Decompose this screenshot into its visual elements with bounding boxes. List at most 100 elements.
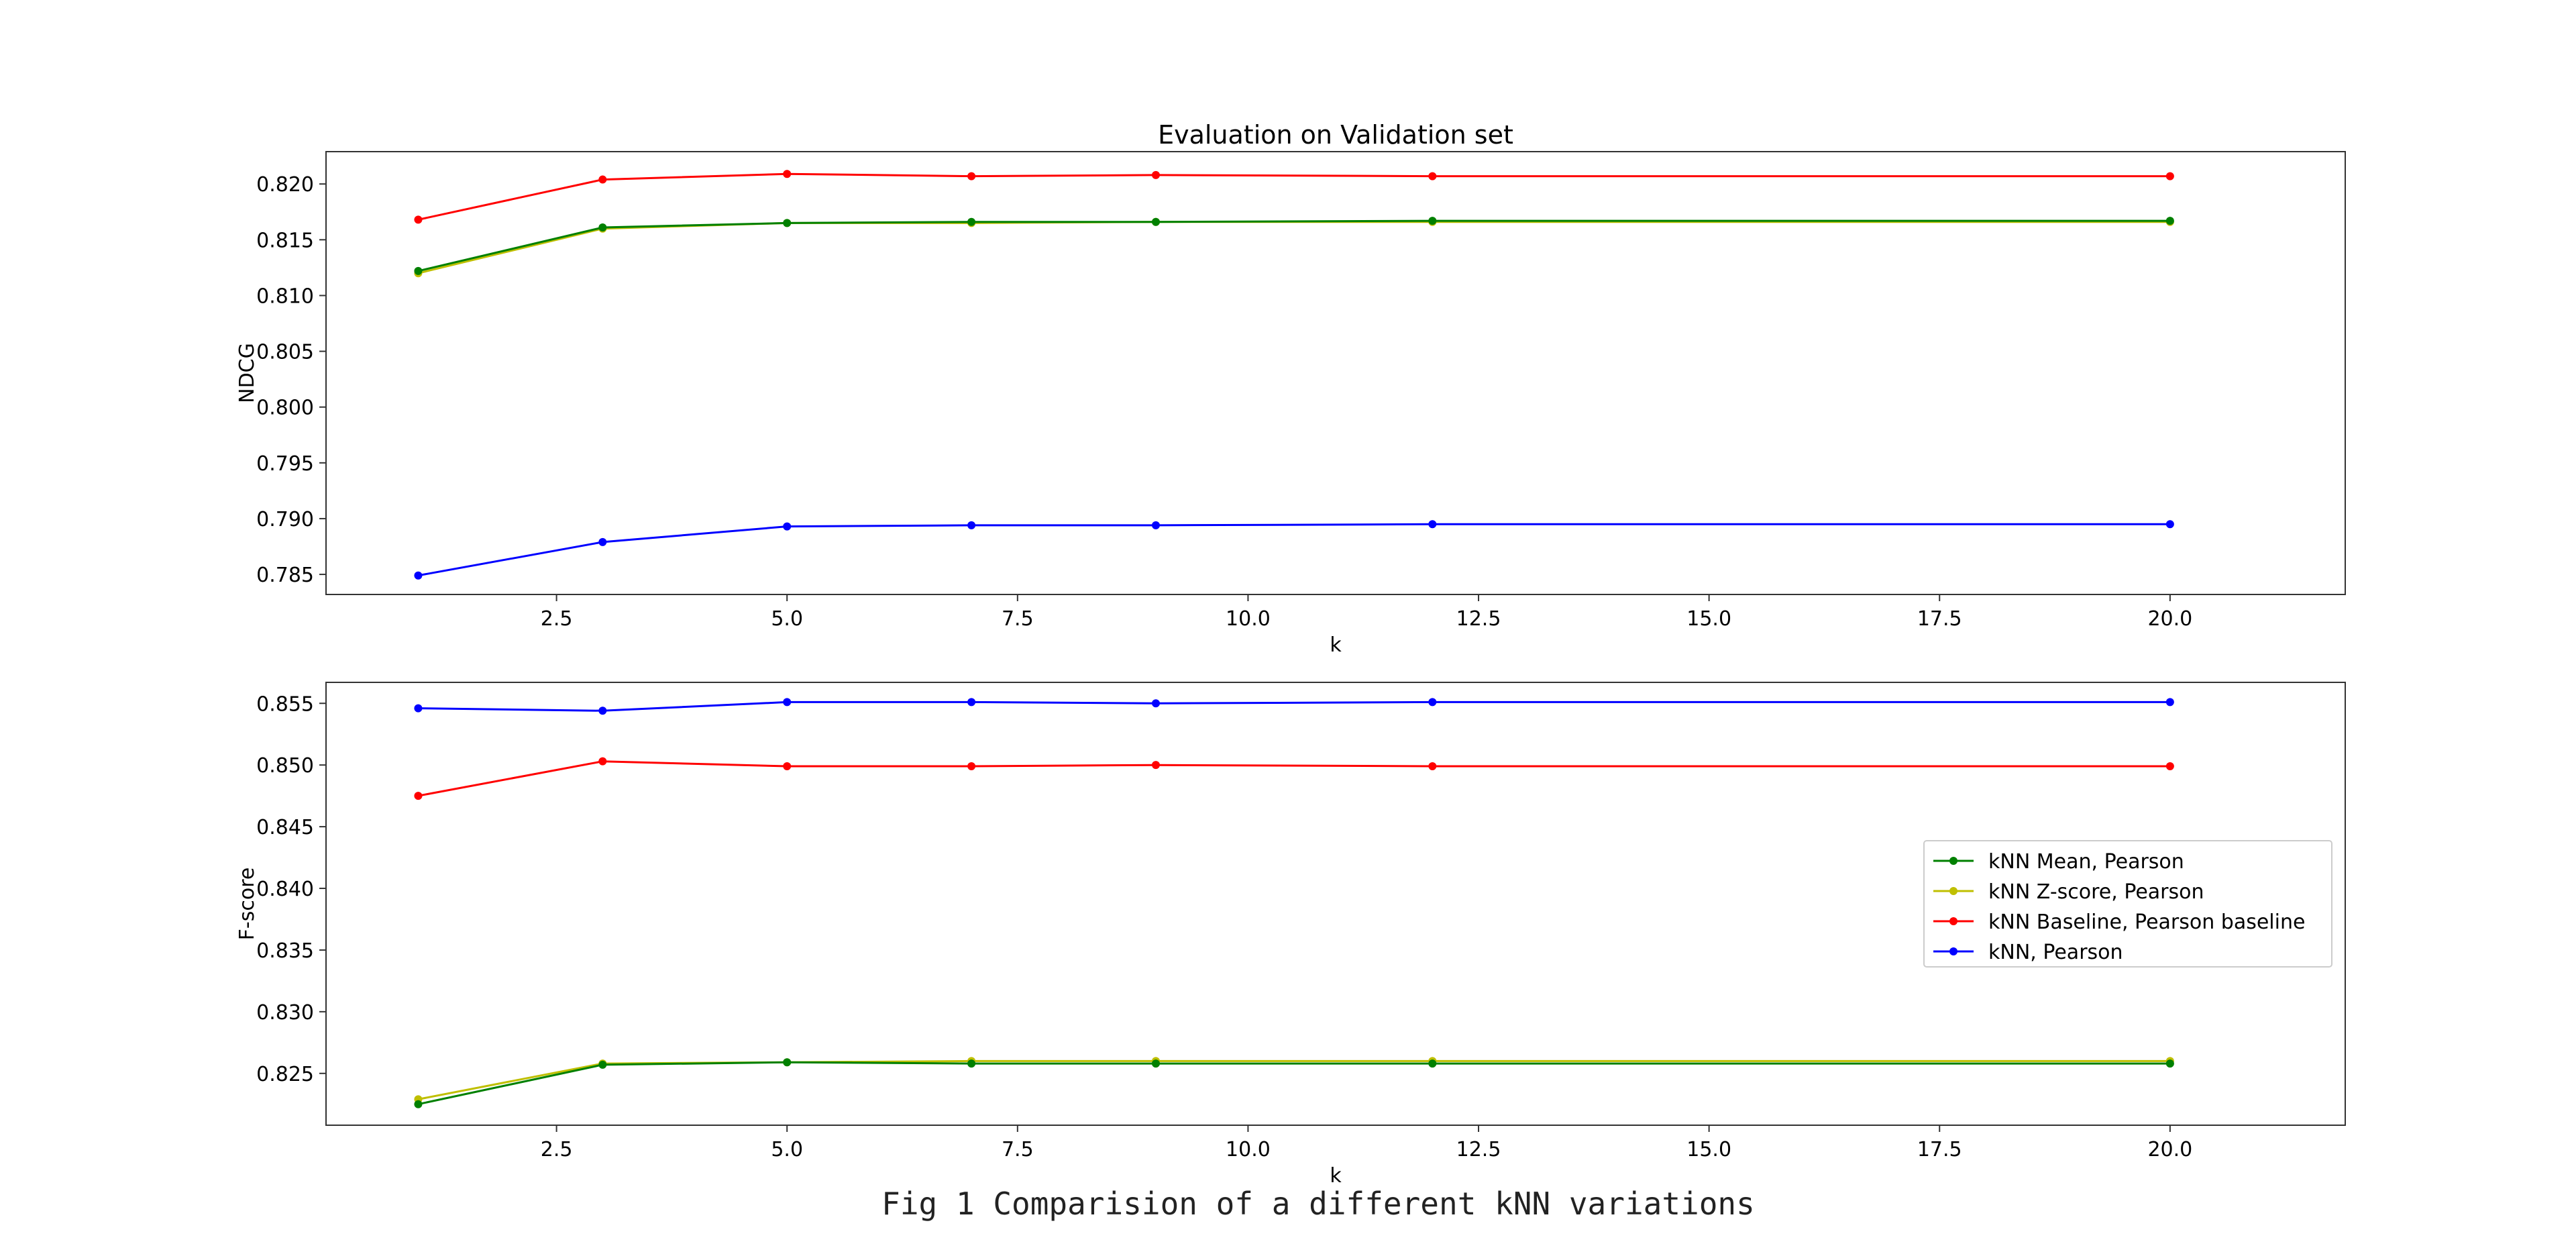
data-point bbox=[783, 698, 792, 707]
series-line bbox=[418, 1061, 2170, 1106]
series-line bbox=[418, 760, 2170, 797]
chart-panel-ndcg: Evaluation on Validation set 2.5 5.0 7.5 10.… bbox=[235, 120, 2346, 657]
legend-swatch-marker bbox=[1949, 947, 1957, 955]
data-point bbox=[1428, 217, 1437, 225]
legend-item-knn-mean-pearson: kNN Mean, Pearson bbox=[1933, 850, 2184, 874]
y-tick-label: 0.820 bbox=[256, 173, 314, 197]
series-knn-mean-pearson bbox=[414, 217, 2174, 275]
data-point bbox=[2165, 698, 2174, 707]
data-point bbox=[1428, 172, 1437, 180]
data-point bbox=[414, 792, 423, 800]
y-tick-label: 0.790 bbox=[256, 508, 314, 531]
series-line bbox=[418, 172, 2170, 221]
x-tick-label: 20.0 bbox=[2147, 607, 2192, 631]
y-tick-label: 0.845 bbox=[256, 816, 314, 839]
x-tick-label: 12.5 bbox=[1456, 607, 1501, 631]
y-tick-label: 0.830 bbox=[256, 1001, 314, 1025]
legend-swatch-marker bbox=[1949, 857, 1957, 865]
data-point bbox=[414, 571, 423, 580]
data-point bbox=[967, 172, 976, 180]
series-knn-pearson bbox=[414, 698, 2174, 715]
data-point bbox=[1151, 761, 1160, 770]
y-tick-label: 0.800 bbox=[256, 397, 314, 420]
y-axis-label: F-score bbox=[235, 868, 259, 941]
data-point bbox=[1151, 1059, 1160, 1068]
x-tick-label: 20.0 bbox=[2147, 1138, 2192, 1161]
series-knn-z-score-pearson bbox=[414, 217, 2174, 278]
series-line bbox=[418, 700, 2170, 712]
data-point bbox=[783, 170, 792, 178]
x-tick-label: 15.0 bbox=[1686, 607, 1731, 631]
legend-label: kNN Baseline, Pearson baseline bbox=[1988, 910, 2305, 934]
data-point bbox=[783, 762, 792, 771]
series-line bbox=[418, 221, 2170, 274]
x-tick-label: 2.5 bbox=[541, 607, 573, 631]
data-point bbox=[598, 1060, 607, 1069]
data-point bbox=[2165, 1059, 2174, 1068]
data-point bbox=[598, 707, 607, 715]
series-line bbox=[418, 219, 2170, 272]
data-point bbox=[1151, 170, 1160, 179]
x-tick-label: 17.5 bbox=[1917, 607, 1962, 631]
y-tick-label: 0.785 bbox=[256, 564, 314, 587]
x-tick-label: 12.5 bbox=[1456, 1138, 1501, 1161]
data-point bbox=[2165, 172, 2174, 180]
data-point bbox=[414, 266, 423, 275]
data-point bbox=[598, 537, 607, 546]
x-tick-label: 2.5 bbox=[541, 1138, 573, 1161]
series-knn-mean-pearson bbox=[414, 1058, 2174, 1108]
data-point bbox=[2165, 520, 2174, 529]
series-line bbox=[418, 523, 2170, 577]
data-point bbox=[1428, 1059, 1437, 1068]
series-knn-baseline-pearson-baseline bbox=[414, 170, 2174, 224]
data-point bbox=[414, 1100, 423, 1108]
x-tick-label: 5.0 bbox=[771, 607, 803, 631]
y-tick-label: 0.805 bbox=[256, 341, 314, 364]
legend: kNN Mean, Pearson kNN Z-score, Pearson kNN… bbox=[1923, 840, 2332, 968]
y-tick-label: 0.810 bbox=[256, 284, 314, 308]
legend-item-knn-baseline-pearson-baseline: kNN Baseline, Pearson baseline bbox=[1933, 910, 2305, 934]
data-point bbox=[783, 219, 792, 227]
data-point bbox=[598, 223, 607, 232]
legend-item-knn-z-score-pearson: kNN Z-score, Pearson bbox=[1933, 880, 2204, 904]
legend-label: kNN Mean, Pearson bbox=[1988, 850, 2184, 874]
legend-item-knn-pearson: kNN, Pearson bbox=[1933, 941, 2123, 964]
y-axis-label: NDCG bbox=[235, 343, 259, 403]
x-tick-label: 7.5 bbox=[1002, 607, 1034, 631]
y-tick-label: 0.835 bbox=[256, 939, 314, 963]
plot-frame bbox=[325, 151, 2346, 595]
x-tick-label: 7.5 bbox=[1002, 1138, 1034, 1161]
legend-swatch-marker bbox=[1949, 917, 1957, 925]
legend-label: kNN Z-score, Pearson bbox=[1988, 880, 2204, 904]
x-tick-label: 10.0 bbox=[1226, 1138, 1271, 1161]
data-point bbox=[1151, 699, 1160, 708]
y-tick-label: 0.855 bbox=[256, 692, 314, 716]
data-point bbox=[967, 698, 976, 707]
series-knn-baseline-pearson-baseline bbox=[414, 757, 2174, 800]
data-point bbox=[1151, 521, 1160, 529]
data-point bbox=[967, 1059, 976, 1068]
legend-swatch-marker bbox=[1949, 887, 1957, 895]
x-axis-label: k bbox=[1330, 633, 1342, 657]
y-tick-label: 0.825 bbox=[256, 1063, 314, 1086]
data-point bbox=[1428, 762, 1437, 771]
x-tick-label: 17.5 bbox=[1917, 1138, 1962, 1161]
x-tick-label: 15.0 bbox=[1686, 1138, 1731, 1161]
chart-panel-fscore: 2.5 5.0 7.5 10.0 12.5 15.0 17.5 20.0 0.825 0.830 0… bbox=[235, 682, 2346, 1188]
plot-frame bbox=[325, 682, 2346, 1126]
chart-title: Evaluation on Validation set bbox=[1158, 120, 1513, 150]
data-point bbox=[967, 762, 976, 771]
data-point bbox=[1151, 217, 1160, 226]
y-tick-label: 0.795 bbox=[256, 452, 314, 476]
x-tick-label: 5.0 bbox=[771, 1138, 803, 1161]
data-point bbox=[414, 704, 423, 713]
data-point bbox=[967, 521, 976, 529]
data-point bbox=[783, 1058, 792, 1067]
legend-label: kNN, Pearson bbox=[1988, 941, 2123, 964]
data-point bbox=[598, 175, 607, 184]
data-point bbox=[1428, 520, 1437, 529]
y-tick-label: 0.850 bbox=[256, 754, 314, 778]
y-tick-label: 0.840 bbox=[256, 878, 314, 901]
data-point bbox=[2165, 217, 2174, 225]
